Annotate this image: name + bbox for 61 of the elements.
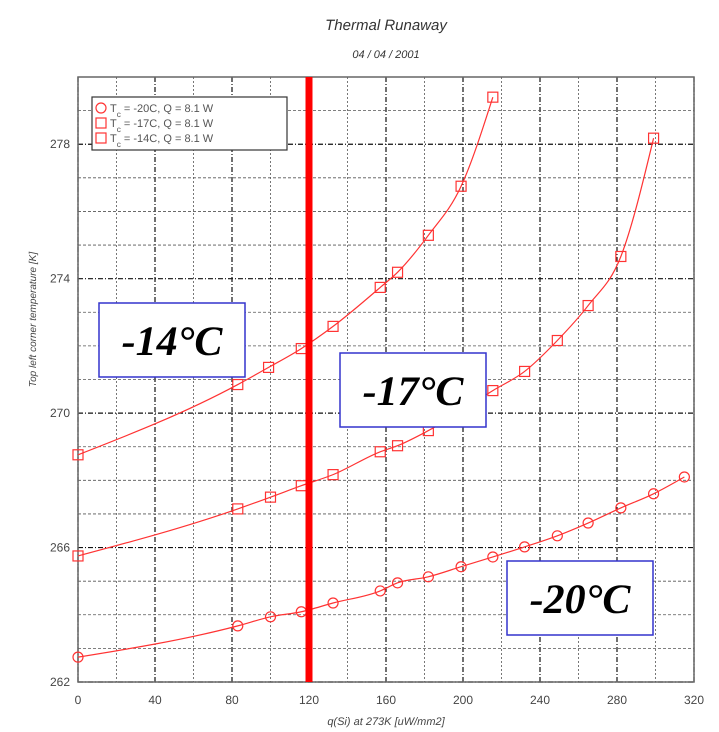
point [552,530,563,542]
point [232,378,244,390]
legend-label: T$_{c}$ = -20C, Q = 8.1 W [110,103,214,118]
point [72,550,84,562]
point [374,282,386,294]
y-tick-label: 266 [50,540,70,555]
point [262,362,274,373]
point [264,611,276,622]
point [327,320,339,332]
x-tick-label: 320 [684,693,704,707]
point [582,517,594,529]
point [487,384,498,396]
point [678,471,690,483]
point [392,266,404,278]
x-tick-label: 120 [298,693,320,707]
x-tick-label: 280 [606,693,628,707]
point [374,446,386,458]
point [615,250,626,262]
x-tick-label: 200 [452,693,474,707]
point [648,488,660,500]
point [232,620,244,632]
point [392,440,404,452]
y-tick-label: 278 [50,137,70,152]
y-axis-title: Top left corner temperature [K] [28,252,39,388]
chart-subtitle: 04 / 04 / 2001 [352,49,420,61]
point [72,449,84,460]
point [582,300,594,312]
annotation: -17°C [362,369,464,415]
x-tick-label: 240 [530,693,550,707]
point [455,561,467,572]
point [374,585,386,597]
x-tick-label: 0 [74,693,82,707]
point [232,503,244,515]
y-tick-label: 274 [50,272,70,286]
point [264,492,276,503]
x-tick-label: 80 [225,693,239,707]
point [455,180,467,192]
x-tick-label: 40 [148,693,162,707]
legend-label: T$_{c}$ = -17C, Q = 8.1 W [110,118,214,134]
annotation: -20°C [530,577,632,623]
point [392,577,404,588]
point [519,541,530,552]
point [422,571,434,582]
point [487,92,498,103]
y-tick-label: 262 [50,675,70,689]
annotation: -14°C [122,319,224,365]
point [487,551,498,563]
chart-title: Thermal Runaway [325,17,448,34]
x-tick-label: 160 [376,693,396,707]
point [72,652,84,663]
point [327,597,339,609]
point [648,132,660,144]
y-tick-label: 270 [50,406,70,420]
point [519,366,530,378]
point [296,606,307,618]
point [552,334,563,346]
x-axis-title: q(Si) at 273K [uW/mm2] [327,716,446,728]
point [422,230,434,241]
point [615,502,626,514]
legend-label: T$_{c}$ = -14C, Q = 8.1 W [110,133,214,148]
point [327,469,339,480]
